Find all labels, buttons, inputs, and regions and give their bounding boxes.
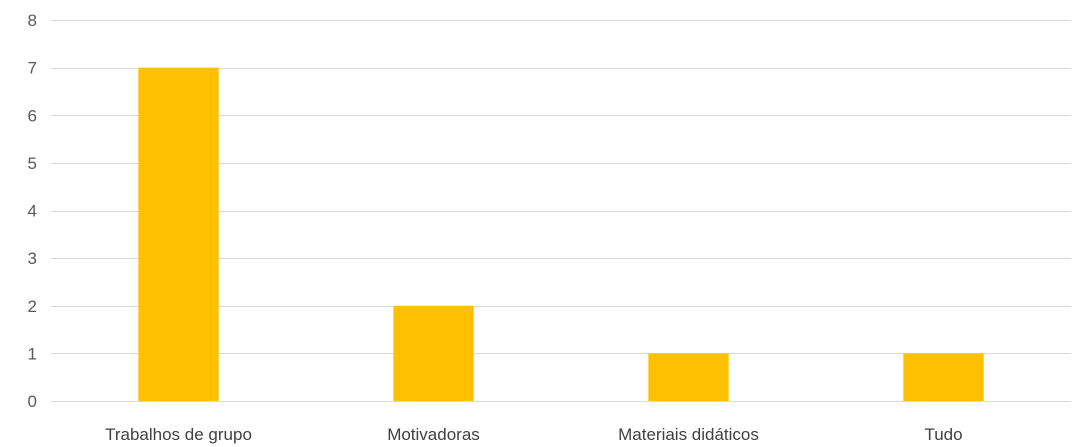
x-category-label: Materiais didáticos [618, 425, 759, 444]
y-tick-label: 1 [28, 344, 37, 363]
y-tick-label: 3 [28, 249, 37, 268]
y-tick-label: 4 [28, 202, 37, 221]
bar-3 [903, 353, 984, 401]
gridlines [51, 20, 1071, 402]
y-tick-label: 5 [28, 154, 37, 173]
x-axis-category-labels: Trabalhos de grupo Motivadoras Materiais d… [105, 425, 962, 444]
y-axis-tick-labels: 0 1 2 3 4 5 6 7 8 [28, 11, 37, 411]
x-category-label: Tudo [924, 425, 962, 444]
y-tick-label: 0 [28, 392, 37, 411]
y-tick-label: 2 [28, 297, 37, 316]
y-tick-label: 7 [28, 59, 37, 78]
bar-1 [393, 305, 474, 401]
bar-2 [648, 353, 729, 401]
y-tick-label: 6 [28, 106, 37, 125]
y-tick-label: 8 [28, 11, 37, 30]
bars [138, 67, 984, 401]
x-category-label: Trabalhos de grupo [105, 425, 252, 444]
bar-0 [138, 67, 219, 401]
x-category-label: Motivadoras [387, 425, 480, 444]
